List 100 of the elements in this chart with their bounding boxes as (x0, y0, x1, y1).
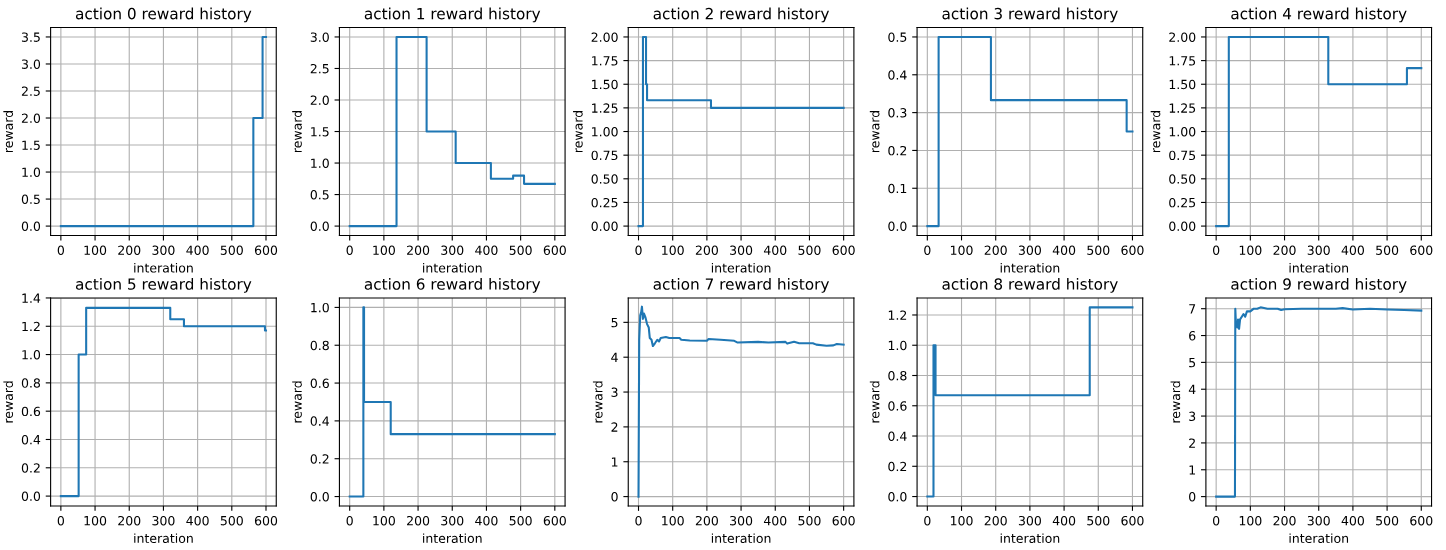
chart-title: action 1 reward history (364, 7, 541, 23)
y-tick-label: 2.00 (591, 32, 618, 42)
y-tick-label: 0.0 (888, 221, 907, 232)
x-tick-label: 300 (1018, 245, 1041, 255)
chart-title: action 6 reward history (364, 278, 541, 293)
y-tick-label: 1.0 (888, 340, 907, 351)
y-tick-label: 0.4 (21, 434, 41, 445)
y-tick-label: 0.5 (888, 32, 907, 42)
x-axis-title: interation (1289, 533, 1349, 544)
x-tick-label: 500 (220, 245, 243, 255)
x-axis-title: interation (134, 262, 193, 273)
y-tick-label: 0 (1189, 492, 1196, 502)
y-axis-title: reward (3, 381, 14, 423)
y-tick-label: 1 (611, 457, 618, 467)
y-tick-label: 4 (611, 352, 618, 362)
y-tick-label: 0.3 (888, 108, 907, 118)
x-tick-label: 500 (1087, 245, 1110, 255)
chart-title: action 7 reward history (653, 278, 830, 293)
x-tick-label: 300 (730, 515, 753, 526)
y-tick-label: 0.2 (888, 461, 907, 472)
y-tick-label: 0.50 (591, 174, 618, 184)
x-tick-label: 400 (1052, 245, 1076, 255)
y-tick-label: 0.25 (591, 197, 618, 208)
y-tick-label: 0.6 (888, 401, 907, 411)
x-tick-label: 100 (662, 245, 684, 255)
y-tick-label: 0.0 (310, 492, 329, 502)
y-axis-title: reward (869, 381, 880, 423)
y-tick-label: 2.00 (1169, 32, 1196, 42)
chart-title: action 3 reward history (942, 7, 1118, 23)
x-tick-label: 0 (635, 515, 642, 526)
y-tick-label: 2.0 (21, 113, 41, 123)
x-tick-label: 400 (1341, 245, 1365, 255)
x-axis-title: interation (1000, 533, 1060, 544)
x-tick-label: 100 (950, 245, 973, 255)
x-axis-title: interation (711, 533, 771, 544)
x-tick-label: 0 (924, 245, 931, 255)
y-tick-label: 3.0 (21, 59, 41, 69)
x-tick-label: 600 (1121, 515, 1144, 526)
y-tick-label: 1.5 (22, 140, 40, 150)
y-axis-title: reward (3, 111, 14, 153)
x-tick-label: 0 (346, 245, 353, 255)
y-tick-label: 1.00 (1169, 126, 1196, 137)
y-tick-label: 1.50 (592, 79, 618, 90)
x-axis-title: interation (1289, 262, 1349, 273)
x-tick-label: 100 (373, 245, 395, 255)
y-tick-label: 5 (611, 317, 618, 328)
x-tick-label: 0 (57, 515, 65, 526)
line-series (637, 305, 845, 498)
y-tick-label: 0.2 (21, 463, 40, 473)
x-tick-label: 100 (1239, 245, 1262, 255)
y-tick-label: 3.0 (310, 32, 329, 42)
y-tick-label: 0.2 (310, 454, 329, 464)
x-tick-label: 500 (1376, 245, 1399, 255)
y-tick-label: 0.00 (591, 221, 618, 232)
x-tick-label: 0 (346, 515, 353, 526)
y-axis-title: reward (869, 111, 880, 153)
y-tick-label: 1.25 (1169, 103, 1196, 113)
x-tick-label: 500 (509, 245, 532, 255)
y-tick-label: 1.75 (592, 56, 618, 66)
x-tick-label: 0 (1213, 515, 1220, 526)
y-tick-label: 0.75 (1169, 150, 1196, 161)
x-tick-label: 400 (186, 515, 209, 526)
x-axis-title: interation (423, 262, 482, 273)
y-tick-label: 1 (1189, 465, 1196, 475)
y-tick-label: 5 (1189, 358, 1196, 368)
y-tick-label: 0.0 (21, 491, 41, 502)
y-axis-title: reward (292, 111, 302, 153)
x-tick-label: 500 (220, 515, 243, 526)
x-tick-label: 600 (254, 515, 278, 526)
y-tick-label: 1.75 (1169, 56, 1196, 66)
x-tick-label: 200 (1273, 515, 1296, 526)
y-tick-label: 1.2 (22, 321, 40, 332)
x-tick-label: 0 (57, 245, 65, 255)
y-tick-label: 2 (1189, 438, 1195, 448)
x-tick-label: 600 (543, 245, 566, 255)
y-tick-label: 0.8 (310, 340, 329, 351)
x-tick-label: 500 (509, 515, 532, 526)
y-axis-title: reward (1170, 381, 1181, 423)
x-tick-label: 600 (1121, 245, 1144, 255)
y-tick-label: 1.0 (311, 302, 329, 313)
x-tick-label: 100 (84, 515, 107, 526)
chart-title: action 5 reward history (75, 278, 252, 293)
x-tick-label: 200 (407, 515, 430, 526)
x-tick-label: 500 (1087, 515, 1110, 526)
x-tick-label: 100 (1239, 515, 1262, 526)
x-tick-label: 100 (84, 245, 107, 255)
x-tick-label: 200 (407, 245, 430, 255)
y-tick-label: 0.75 (591, 150, 618, 161)
y-tick-label: 1.5 (311, 127, 329, 137)
y-tick-label: 0.0 (310, 221, 329, 232)
x-tick-label: 500 (798, 245, 821, 255)
x-tick-label: 400 (1341, 515, 1365, 526)
x-tick-label: 600 (832, 245, 855, 255)
x-tick-label: 200 (695, 245, 718, 255)
y-tick-label: 0.6 (310, 378, 329, 388)
y-tick-label: 0.4 (888, 70, 907, 80)
x-tick-label: 600 (1410, 245, 1433, 255)
chart-title: action 0 reward history (75, 7, 252, 23)
x-tick-label: 600 (1410, 515, 1433, 526)
y-tick-label: 0.25 (1169, 197, 1196, 208)
